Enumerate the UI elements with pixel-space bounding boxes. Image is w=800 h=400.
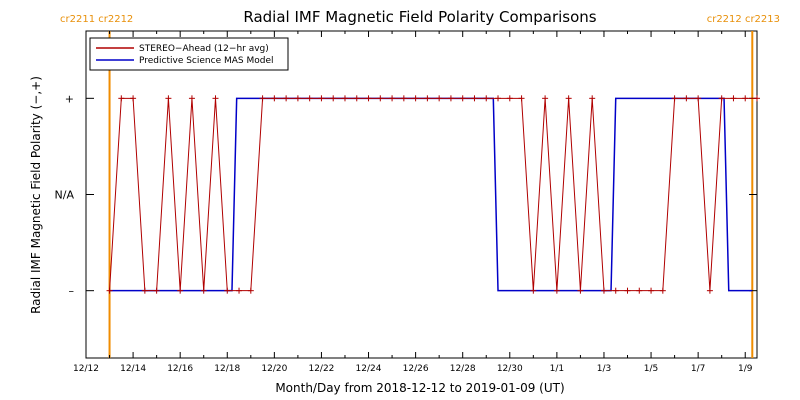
x-tick-label: 12/12 [73, 364, 99, 374]
data-point-stereo [330, 95, 337, 102]
data-point-stereo [624, 287, 631, 294]
x-tick-label: 12/24 [356, 364, 382, 374]
data-point-stereo [177, 287, 184, 294]
data-point-stereo [718, 95, 725, 102]
data-point-stereo [106, 287, 113, 294]
x-axis-ticks: 12/12 12/14 12/16 12/18 12/20 12/22 12/24 12/26… [73, 31, 753, 374]
x-tick-label: 1/3 [597, 364, 611, 374]
data-point-stereo [648, 287, 655, 294]
series-layer [106, 95, 760, 294]
data-point-stereo [318, 95, 325, 102]
data-point-stereo [200, 287, 207, 294]
data-point-stereo [565, 95, 572, 102]
x-tick-label: 12/18 [214, 364, 240, 374]
x-tick-label: 1/1 [550, 364, 564, 374]
carrington-label: cr2212 cr2213 [707, 14, 780, 25]
data-point-stereo [306, 95, 313, 102]
data-point-stereo [542, 95, 549, 102]
data-point-stereo [294, 95, 301, 102]
data-point-stereo [754, 95, 760, 102]
x-tick-label: 12/20 [261, 364, 287, 374]
data-point-stereo [589, 95, 596, 102]
y-tick-label: N/A [55, 189, 75, 202]
data-point-stereo [436, 95, 443, 102]
data-point-stereo [730, 95, 737, 102]
x-tick-label: 12/30 [497, 364, 523, 374]
legend-label-stereo: STEREO−Ahead (12−hr avg) [139, 44, 269, 54]
y-tick-label: – [69, 285, 75, 298]
x-tick-label: 12/16 [167, 364, 193, 374]
y-tick-label: + [65, 92, 74, 105]
data-point-stereo [389, 95, 396, 102]
data-point-stereo [424, 95, 431, 102]
data-point-stereo [706, 287, 713, 294]
data-point-stereo [695, 95, 702, 102]
data-point-stereo [412, 95, 419, 102]
data-point-stereo [341, 95, 348, 102]
x-tick-label: 12/14 [120, 364, 146, 374]
data-point-stereo [141, 287, 148, 294]
data-point-stereo [283, 95, 290, 102]
data-point-stereo [518, 95, 525, 102]
x-tick-label: 12/28 [450, 364, 476, 374]
data-point-stereo [353, 95, 360, 102]
carrington-lines [108, 31, 754, 358]
data-point-stereo [236, 287, 243, 294]
data-point-stereo [271, 95, 278, 102]
data-point-stereo [636, 287, 643, 294]
data-point-stereo [659, 287, 666, 294]
plot-frame [85, 30, 758, 359]
data-point-stereo [577, 287, 584, 294]
y-axis-label: Radial IMF Magnetic Field Polarity (−,+) [29, 76, 43, 314]
legend-box [89, 37, 289, 71]
carrington-labels: cr2211 cr2212 cr2212 cr2213 [60, 14, 780, 25]
x-tick-label: 1/9 [738, 364, 753, 374]
data-point-stereo [259, 95, 266, 102]
carrington-label: cr2211 cr2212 [60, 14, 133, 25]
data-point-stereo [447, 95, 454, 102]
data-point-stereo [506, 95, 513, 102]
data-point-stereo [130, 95, 137, 102]
data-point-stereo [224, 287, 231, 294]
data-point-stereo [483, 95, 490, 102]
chart-title: Radial IMF Magnetic Field Polarity Compa… [243, 8, 596, 26]
data-point-stereo [471, 95, 478, 102]
data-point-stereo [530, 287, 537, 294]
x-tick-label: 1/7 [691, 364, 705, 374]
data-point-stereo [612, 287, 619, 294]
legend-label-mas: Predictive Science MAS Model [139, 56, 274, 66]
data-point-stereo [365, 95, 372, 102]
data-point-stereo [153, 287, 160, 294]
data-point-stereo [742, 95, 749, 102]
x-axis-label: Month/Day from 2018-12-12 to 2019-01-09 … [275, 381, 564, 395]
data-point-stereo [377, 95, 384, 102]
data-point-stereo [671, 95, 678, 102]
data-point-stereo [459, 95, 466, 102]
data-point-stereo [188, 95, 195, 102]
data-point-stereo [400, 95, 407, 102]
x-tick-label: 12/22 [308, 364, 334, 374]
series-line-stereo [109, 97, 757, 292]
x-tick-label: 1/5 [644, 364, 658, 374]
data-point-stereo [247, 287, 254, 294]
data-point-stereo [495, 95, 502, 102]
data-point-stereo [118, 95, 125, 102]
data-point-stereo [553, 287, 560, 294]
x-tick-label: 12/26 [403, 364, 429, 374]
data-point-stereo [600, 287, 607, 294]
data-point-stereo [212, 95, 219, 102]
legend: STEREO−Ahead (12−hr avg) Predictive Scie… [89, 37, 289, 71]
data-point-stereo [165, 95, 172, 102]
data-point-stereo [683, 95, 690, 102]
y-axis-ticks: – N/A + [55, 92, 757, 298]
